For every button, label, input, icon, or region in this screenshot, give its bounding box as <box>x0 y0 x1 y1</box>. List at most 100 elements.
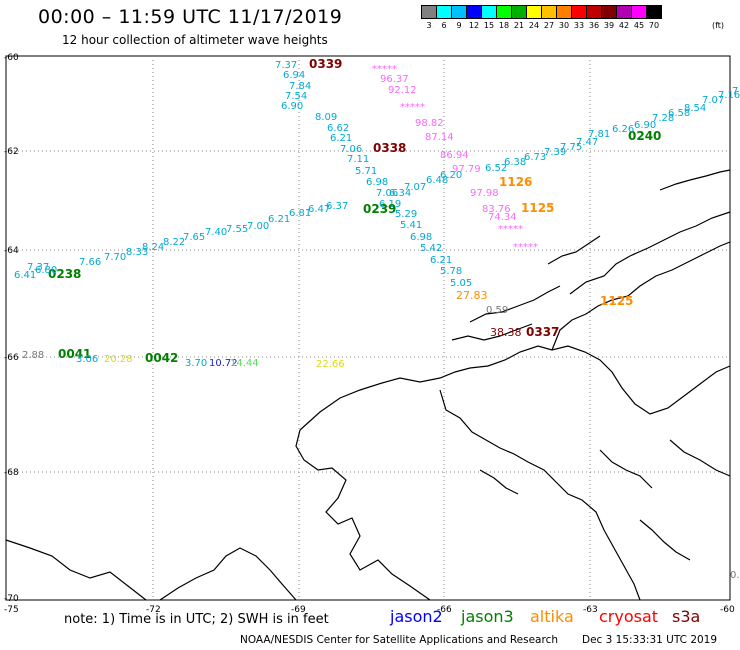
wave-height-label: 7.40 <box>205 227 227 238</box>
wave-height-label: 38.38 <box>490 326 522 339</box>
legend-jason3: jason3 <box>461 607 514 626</box>
legend-labels: 3 6 9 12 15 18 21 24 27 30 33 36 39 42 45 70 <box>422 19 662 30</box>
wave-height-label: 6.21 <box>268 214 290 225</box>
legend-label: 70 <box>648 21 660 30</box>
pass-time-label: 0042 <box>145 351 178 365</box>
wave-height-label: 7.66 <box>79 257 101 268</box>
legend-label: 45 <box>633 21 645 30</box>
legend-altika: altika <box>530 607 574 626</box>
coastline <box>5 169 731 601</box>
wave-height-label: 0.59 <box>486 305 508 316</box>
wave-height-label: 5.78 <box>440 266 462 277</box>
wave-height-label: 7 <box>732 86 738 97</box>
lon-label: -60 <box>720 605 735 615</box>
wave-height-label: 98.82 <box>415 118 444 129</box>
wave-height-label: 6.94 <box>283 70 305 81</box>
legend-label: 24 <box>528 21 540 30</box>
wave-height-label: 6.62 <box>327 123 349 134</box>
wave-height-label: 22.66 <box>316 359 345 370</box>
wave-height-label: 74.34 <box>488 212 517 223</box>
wave-height-label: 8.33 <box>126 247 148 258</box>
pass-time-label: 0239 <box>363 202 396 216</box>
wave-height-label: 6.20 <box>440 170 462 181</box>
legend-label: 42 <box>618 21 630 30</box>
wave-height-label: 6.34 <box>389 188 411 199</box>
wave-height-label: 7.00 <box>247 221 269 232</box>
wave-height-label: 0. <box>730 570 740 581</box>
wave-height-label: 6.90 <box>281 101 303 112</box>
lat-label: -64 <box>4 246 19 256</box>
wave-height-label: 8.22 <box>163 237 185 248</box>
wave-height-label: 5.29 <box>395 209 417 220</box>
wave-height-label: 7.81 <box>588 129 610 140</box>
wave-height-label: 8.24 <box>142 242 164 253</box>
lon-label: -69 <box>291 605 306 615</box>
wave-height-label: 3.06 <box>76 354 98 365</box>
wave-height-label: 6.41 <box>14 270 36 281</box>
wave-height-label: 2.88 <box>22 350 44 361</box>
graticule <box>6 56 730 600</box>
legend-label: 33 <box>573 21 585 30</box>
pass-time-label: 1125 <box>600 294 633 308</box>
legend-label: 39 <box>603 21 615 30</box>
wave-height-label: 7.37 <box>27 262 49 273</box>
lon-label: -75 <box>4 605 19 615</box>
axis-labels: -60 -62 -64 -66 -68 -70 -75 -72 -69 -66 … <box>4 53 735 615</box>
legend-label: 12 <box>468 21 480 30</box>
wave-height-label: 6.80 <box>35 265 57 276</box>
lon-label: -72 <box>146 605 161 615</box>
wave-height-label: 7.54 <box>285 91 307 102</box>
pass-time-label: 0240 <box>628 129 661 143</box>
wave-height-label: 7.11 <box>347 154 369 165</box>
wave-height-label: 5.71 <box>355 166 377 177</box>
legend-jason2: jason2 <box>390 607 443 626</box>
pass-time-label: 1126 <box>499 175 532 189</box>
wave-height-label: 5.41 <box>400 220 422 231</box>
wave-height-label: 6.37 <box>326 201 348 212</box>
lat-label: -70 <box>4 594 19 604</box>
lat-label: -68 <box>4 468 19 478</box>
wave-height-label: ***** <box>513 242 538 253</box>
wave-height-label: 7.37 <box>275 60 297 71</box>
legend-label: 18 <box>498 21 510 30</box>
wave-height-label: 6.21 <box>330 133 352 144</box>
wave-height-label: ***** <box>498 224 523 235</box>
lon-label: -66 <box>437 605 452 615</box>
wave-height-label: 20.28 <box>104 354 133 365</box>
wave-height-label: ***** <box>372 64 397 75</box>
wave-height-label: 5.42 <box>420 243 442 254</box>
wave-height-label: 6.90 <box>634 120 656 131</box>
wave-height-label: 86.94 <box>440 150 469 161</box>
wave-height-label: 7.84 <box>289 81 311 92</box>
pass-time-label: 0041 <box>58 347 91 361</box>
wave-height-label: 7.55 <box>226 224 248 235</box>
wave-height-label: 6.47 <box>308 204 330 215</box>
wave-height-label: 96.37 <box>380 74 409 85</box>
wave-height-label: 83.76 <box>482 204 511 215</box>
wave-height-label: 6.26 <box>612 124 634 135</box>
wave-height-label: 7.65 <box>183 232 205 243</box>
pass-time-label: 0339 <box>309 57 342 71</box>
wave-height-label: 27.83 <box>456 289 488 302</box>
wave-height-label: 10.72 <box>209 358 238 369</box>
wave-height-label: 7.16 <box>718 90 740 101</box>
wave-height-label: 7.28 <box>652 113 674 124</box>
timestamp-text: Dec 3 15:33:31 UTC 2019 <box>582 634 718 646</box>
wave-height-label: 97.79 <box>452 164 481 175</box>
wave-height-label: 7.07 <box>702 95 724 106</box>
wave-height-label: 7.06 <box>376 188 398 199</box>
footer-note: note: 1) Time is in UTC; 2) SWH is in fe… <box>64 612 329 627</box>
legend-units: (ft) <box>712 21 725 30</box>
legend-label: 36 <box>588 21 600 30</box>
wave-height-label: 7.47 <box>576 137 598 148</box>
legend-swatches <box>421 5 662 19</box>
legend-label: 30 <box>558 21 570 30</box>
legend-label: 6 <box>441 21 447 30</box>
lat-label: -60 <box>4 53 19 63</box>
wave-height-label: 7.70 <box>104 252 126 263</box>
wave-height-label: 6.98 <box>366 177 388 188</box>
wave-height-label: 6.81 <box>289 208 311 219</box>
lat-label: -62 <box>4 147 19 157</box>
wave-height-label: 3.70 <box>185 358 207 369</box>
